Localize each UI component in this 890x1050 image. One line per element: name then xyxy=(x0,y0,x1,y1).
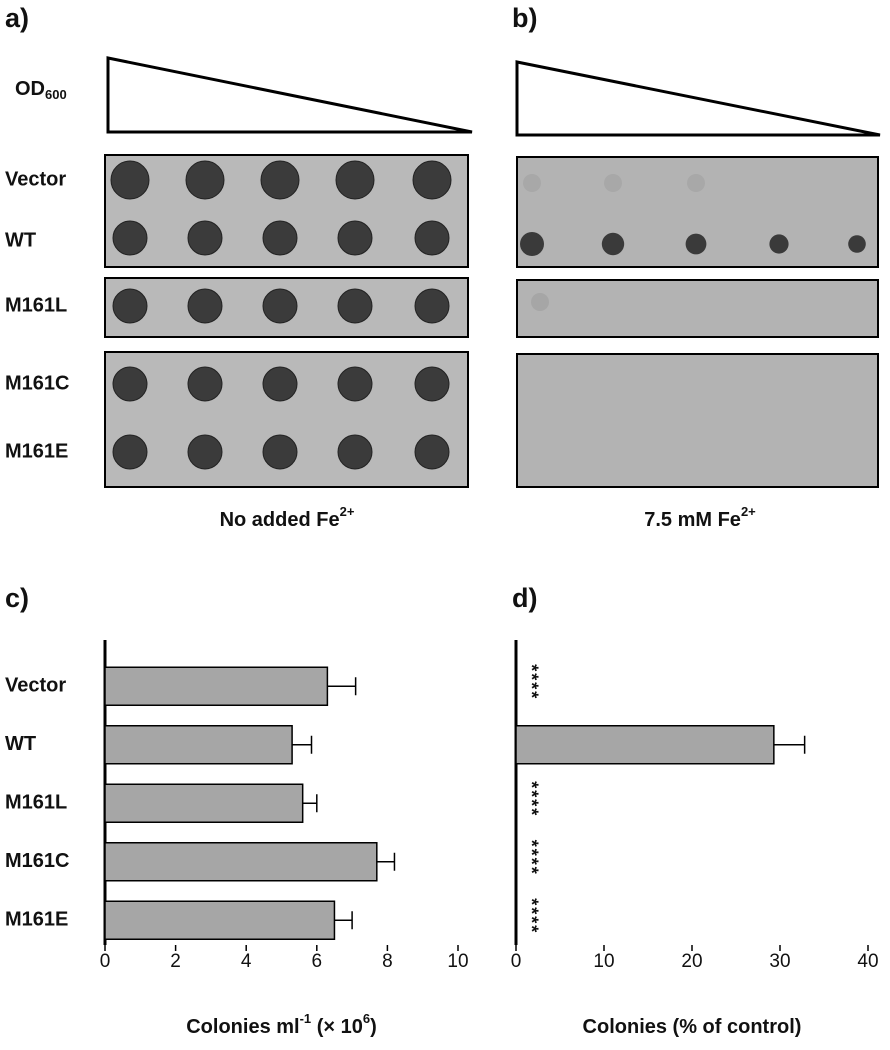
strain-label: M161C xyxy=(5,372,69,394)
x-axis-label-superscript: -1 xyxy=(300,1011,312,1026)
colony-spot xyxy=(187,434,223,470)
x-tick-label: 0 xyxy=(511,951,522,972)
x-tick-label: 20 xyxy=(681,951,702,972)
colony-spot xyxy=(337,366,373,402)
panel-label: b) xyxy=(512,3,537,33)
x-tick-label: 0 xyxy=(100,951,111,972)
colony-spot xyxy=(769,234,789,254)
x-tick-label: 8 xyxy=(382,951,393,972)
colony-spot xyxy=(187,366,223,402)
strain-label: M161E xyxy=(5,440,68,462)
x-tick-label: 10 xyxy=(593,951,614,972)
x-axis-label-superscript: 6 xyxy=(363,1011,370,1026)
faint-spot xyxy=(604,174,622,192)
colony-spot xyxy=(260,160,300,200)
condition-superscript: 2+ xyxy=(741,504,756,519)
colony-spot xyxy=(414,288,450,324)
colony-spot xyxy=(110,160,150,200)
colony-spot xyxy=(262,220,298,256)
od-label: OD600 xyxy=(15,78,67,102)
plate-photo xyxy=(516,353,879,488)
od-subscript: 600 xyxy=(45,87,67,102)
panel-label: a) xyxy=(5,3,29,33)
colony-spot xyxy=(335,160,375,200)
significance-mark: **** xyxy=(521,781,541,817)
condition-label: 7.5 mM Fe2+ xyxy=(644,504,756,531)
bar xyxy=(515,725,775,765)
bar xyxy=(104,783,304,823)
x-tick-label: 6 xyxy=(312,951,323,972)
colony-spot xyxy=(262,366,298,402)
plates xyxy=(104,154,879,488)
x-axis-label-part: (× 10 xyxy=(311,1016,363,1038)
x-tick-label: 40 xyxy=(857,951,878,972)
condition-text: No added Fe xyxy=(220,509,340,531)
colony-spot xyxy=(187,288,223,324)
strain-label: Vector xyxy=(5,168,66,190)
colony-spot xyxy=(848,235,866,253)
category-label: WT xyxy=(5,733,36,755)
colony-spot xyxy=(412,160,452,200)
colony-spot xyxy=(112,366,148,402)
condition-label: No added Fe2+ xyxy=(220,504,355,531)
faint-spot xyxy=(523,174,541,192)
error-bar xyxy=(302,794,318,813)
significance-mark: **** xyxy=(521,840,541,876)
category-label: M161C xyxy=(5,850,69,872)
x-axis-label-part: Colonies ml xyxy=(186,1016,299,1038)
bar xyxy=(104,842,378,882)
dilution-triangle xyxy=(515,60,881,137)
bar xyxy=(104,900,336,940)
strain-label: WT xyxy=(5,229,36,251)
colony-spot xyxy=(337,288,373,324)
category-label: M161E xyxy=(5,909,68,931)
colony-spot xyxy=(112,434,148,470)
plate-photo xyxy=(516,279,879,338)
colony-spot xyxy=(414,366,450,402)
dilution-triangle xyxy=(106,56,473,134)
colony-spot xyxy=(414,220,450,256)
error-bar xyxy=(334,911,353,930)
colony-spot xyxy=(520,232,544,256)
error-bar xyxy=(292,735,313,754)
category-label: M161L xyxy=(5,792,67,814)
faint-spot xyxy=(531,293,549,311)
od-text: OD xyxy=(15,78,45,100)
colony-spot xyxy=(601,232,625,256)
panel-label: d) xyxy=(512,583,537,613)
category-label: Vector xyxy=(5,675,66,697)
colony-spot xyxy=(337,220,373,256)
colony-spot xyxy=(337,434,373,470)
x-axis-label-part: Colonies (% of control) xyxy=(583,1016,802,1038)
bar xyxy=(104,725,293,765)
colony-spot xyxy=(262,434,298,470)
colony-spot xyxy=(185,160,225,200)
x-axis-label: Colonies ml-1 (× 106) xyxy=(186,1011,377,1038)
bar xyxy=(104,666,329,706)
colony-spot xyxy=(112,288,148,324)
colony-spot xyxy=(685,233,707,255)
error-bar xyxy=(327,677,357,696)
x-tick-label: 4 xyxy=(241,951,252,972)
error-bar xyxy=(376,852,396,871)
condition-text: 7.5 mM Fe xyxy=(644,509,741,531)
x-tick-label: 2 xyxy=(170,951,181,972)
colony-spot xyxy=(187,220,223,256)
panel-label: c) xyxy=(5,583,29,613)
error-bar xyxy=(773,735,806,754)
colony-spot xyxy=(262,288,298,324)
x-tick-label: 10 xyxy=(447,951,468,972)
x-axis-label: Colonies (% of control) xyxy=(583,1016,802,1038)
faint-spot xyxy=(687,174,705,192)
x-tick-label: 30 xyxy=(769,951,790,972)
colony-spot xyxy=(414,434,450,470)
strain-label: M161L xyxy=(5,294,67,316)
condition-superscript: 2+ xyxy=(340,504,355,519)
x-axis-label-part: ) xyxy=(370,1016,377,1038)
colony-spot xyxy=(112,220,148,256)
significance-mark: **** xyxy=(521,898,541,934)
significance-mark: **** xyxy=(521,664,541,700)
